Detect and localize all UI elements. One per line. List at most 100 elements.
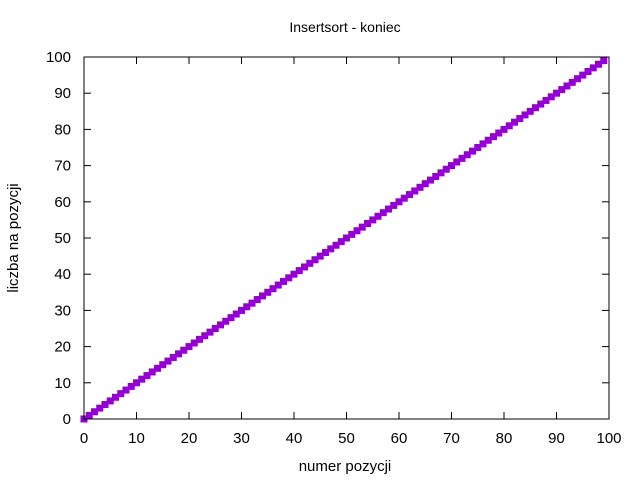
data-point xyxy=(211,325,219,332)
data-point xyxy=(190,339,198,347)
data-point xyxy=(243,303,251,311)
y-tick-label: 30 xyxy=(54,302,71,319)
data-point xyxy=(337,238,345,246)
x-tick-label: 80 xyxy=(496,430,513,447)
data-point xyxy=(500,125,508,133)
data-point xyxy=(232,310,240,318)
data-point xyxy=(201,332,209,340)
data-point xyxy=(353,227,361,235)
data-point xyxy=(563,82,571,90)
data-point xyxy=(169,353,177,361)
data-point xyxy=(495,129,503,137)
data-point xyxy=(568,78,576,86)
x-tick-label: 0 xyxy=(80,430,88,447)
x-axis-label: numer pozycji xyxy=(299,458,392,475)
data-point xyxy=(374,212,382,220)
y-tick-label: 80 xyxy=(54,121,71,138)
data-point xyxy=(463,151,471,159)
data-point xyxy=(101,401,109,409)
chart-title: Insertsort - koniec xyxy=(289,19,400,35)
data-point xyxy=(280,277,287,285)
x-tick-label: 90 xyxy=(548,430,565,447)
y-tick-label: 50 xyxy=(54,230,71,247)
data-point xyxy=(285,274,293,282)
data-point xyxy=(400,194,408,202)
y-tick-label: 90 xyxy=(54,85,71,102)
data-point xyxy=(537,100,545,108)
data-point xyxy=(390,201,398,209)
data-point xyxy=(579,71,587,79)
data-point xyxy=(516,115,524,123)
x-tick-label: 50 xyxy=(338,430,355,447)
data-point xyxy=(547,93,555,101)
axis-ticks: 0 10 20 30 40 50 60 70 80 90 100 0 10 20 30 40 50 60 70 80 9… xyxy=(46,49,622,447)
data-point xyxy=(306,259,314,267)
data-point xyxy=(133,379,140,387)
data-point xyxy=(117,390,125,398)
data-point xyxy=(269,285,277,293)
y-tick-label: 20 xyxy=(54,339,71,356)
x-tick-label: 100 xyxy=(596,430,621,447)
data-point xyxy=(127,382,135,390)
data-point xyxy=(112,393,119,401)
data-point xyxy=(474,144,482,151)
data-point xyxy=(106,397,114,405)
data-point xyxy=(122,386,130,394)
data-points xyxy=(80,57,608,423)
plot-border xyxy=(83,56,610,420)
data-point xyxy=(484,136,492,144)
data-point xyxy=(542,96,550,104)
data-point xyxy=(437,169,445,177)
data-point xyxy=(379,209,387,217)
data-point xyxy=(448,162,455,170)
data-point xyxy=(532,104,539,112)
data-point xyxy=(196,335,203,343)
y-tick-label: 100 xyxy=(46,49,71,66)
y-tick-label: 0 xyxy=(63,411,71,428)
data-point xyxy=(553,89,560,97)
data-point xyxy=(148,368,156,376)
data-point xyxy=(479,140,487,148)
data-point xyxy=(138,375,146,383)
data-point xyxy=(253,296,261,304)
data-point xyxy=(574,75,581,83)
data-point xyxy=(453,158,461,166)
data-point xyxy=(85,411,93,419)
data-point xyxy=(526,107,534,115)
data-point xyxy=(364,220,371,228)
data-point xyxy=(416,183,424,191)
data-point xyxy=(206,328,214,336)
data-point xyxy=(369,216,377,224)
data-point xyxy=(274,281,282,289)
data-point xyxy=(185,343,193,351)
data-point xyxy=(521,111,529,119)
x-tick-label: 40 xyxy=(286,430,303,447)
data-point xyxy=(511,118,518,126)
data-point xyxy=(154,364,161,372)
x-tick-label: 10 xyxy=(128,430,145,447)
data-point xyxy=(164,357,172,365)
y-tick-label: 40 xyxy=(54,266,71,283)
data-point xyxy=(227,314,235,322)
data-point xyxy=(600,57,608,65)
data-point xyxy=(159,361,167,369)
data-point xyxy=(316,252,324,260)
data-point xyxy=(96,404,104,412)
data-point xyxy=(332,241,340,249)
data-point xyxy=(348,230,356,238)
data-point xyxy=(91,408,98,416)
y-tick-label: 10 xyxy=(54,375,71,392)
x-tick-label: 60 xyxy=(391,430,408,447)
data-point xyxy=(406,191,413,199)
data-point xyxy=(295,267,303,275)
data-point xyxy=(248,299,256,307)
data-point xyxy=(327,245,335,253)
y-tick-label: 60 xyxy=(54,194,71,211)
data-point xyxy=(505,122,513,130)
data-point xyxy=(432,172,440,180)
data-point xyxy=(238,306,245,314)
y-tick-label: 70 xyxy=(54,158,71,175)
data-point xyxy=(584,67,592,75)
data-point xyxy=(411,187,419,195)
